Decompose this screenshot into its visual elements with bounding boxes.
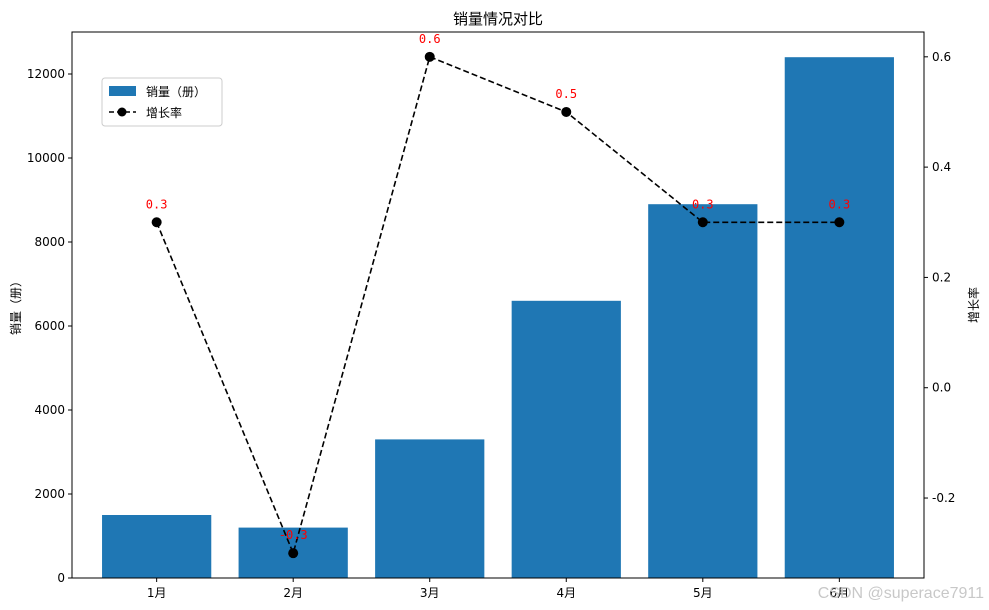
growth-line [155,55,840,556]
y2-axis-label: 增长率 [966,287,981,323]
growth-point-5 [697,217,708,228]
y-tick-label: 2000 [34,487,65,501]
x-tick-label: 2月 [283,586,303,600]
growth-point-2 [288,548,299,559]
y-tick-label: 6000 [34,319,65,333]
y2-tick-label: 0.4 [932,160,951,174]
bar-3 [375,439,485,578]
growth-label-5: 0.3 [692,197,714,211]
bar-4 [511,300,621,578]
y-tick-label: 12000 [27,67,65,81]
growth-label-4: 0.5 [555,87,577,101]
y-tick-label: 10000 [27,151,65,165]
growth-point-6 [834,217,845,228]
growth-label-1: 0.3 [146,197,168,211]
growth-point-3 [424,51,435,62]
x-tick-label: 1月 [147,586,167,600]
bar-1 [102,515,212,578]
legend-swatch-bar [109,86,136,96]
bars-group [102,57,894,578]
watermark: CSDN @superace7911 [818,585,984,602]
y-tick-label: 0 [57,571,65,585]
y-tick-label: 8000 [34,235,65,249]
x-tick-label: 5月 [693,586,713,600]
growth-point-1 [151,217,162,228]
bar-6 [784,57,894,578]
y2-tick-label: 0.0 [932,381,951,395]
growth-label-2: -0.3 [279,528,308,542]
legend-marker [117,107,127,117]
growth-line-group: 0.3 -0.3 0.6 0.5 0.3 0.3 [146,32,851,559]
growth-label-6: 0.3 [829,197,851,211]
chart-title: 销量情况对比 [453,10,543,28]
axes-group: 0 2000 4000 6000 8000 10000 12000 -0.2 0.0 0.2 0.4… [27,31,955,600]
y2-tick-label: -0.2 [932,491,955,505]
growth-label-3: 0.6 [419,32,441,46]
x-tick-label: 4月 [556,586,576,600]
legend-label-line: 增长率 [146,105,182,120]
y-tick-label: 4000 [34,403,65,417]
plot-frame [71,31,925,579]
x-tick-label: 3月 [420,586,440,600]
legend-label-bar: 销量（册） [146,85,206,99]
y2-tick-label: 0.2 [932,270,951,284]
x-tick-label: 6月 [830,586,850,600]
legend: 销量（册） 增长率 [101,77,223,127]
y2-tick-label: 0.6 [932,50,951,64]
growth-point-4 [561,106,572,117]
y-axis-label: 销量（册） [9,275,23,335]
bar-5 [648,204,758,578]
